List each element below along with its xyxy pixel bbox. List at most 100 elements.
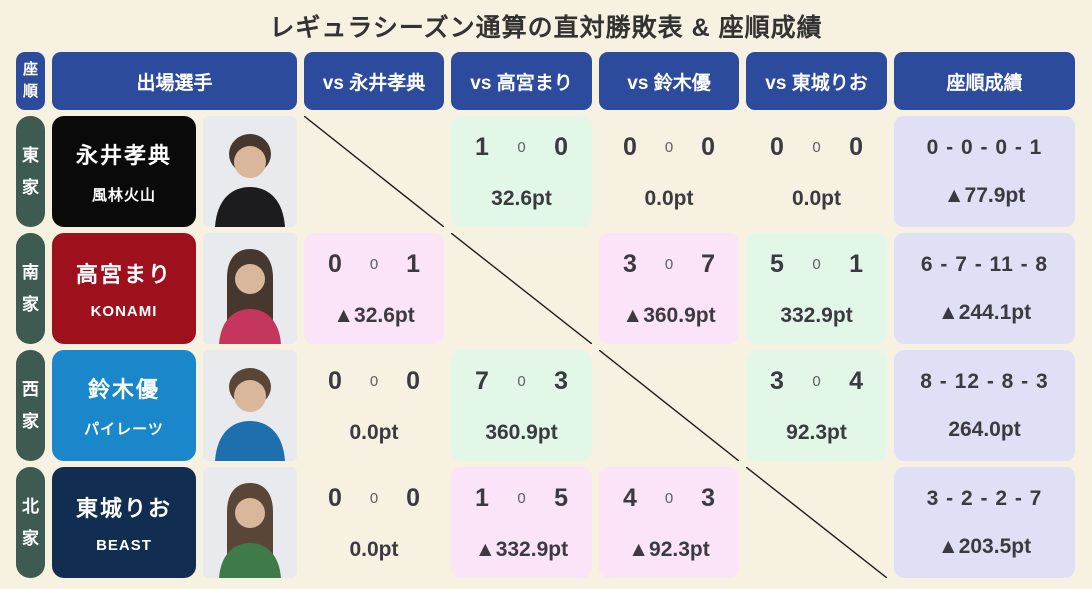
results-table: 座順 出場選手 vs 永井孝典 vs 高宮まり vs 鈴木優 vs 東城りお 座… (0, 52, 1092, 578)
losses-value: 4 (849, 367, 863, 395)
player-card: 永井孝典 風林火山 (52, 116, 196, 227)
losses-value: 0 (554, 133, 568, 161)
seat-label: 南家 (16, 233, 45, 344)
record-cell: 7 0 3 360.9pt (451, 350, 592, 461)
standing-points-value: ▲77.9pt (943, 184, 1026, 207)
wins-value: 7 (475, 367, 489, 395)
player-card: 東城りお BEAST (52, 467, 196, 578)
wins-value: 0 (328, 250, 342, 278)
wins-value: 5 (770, 250, 784, 278)
wins-value: 1 (475, 484, 489, 512)
record-cell: 3 0 4 92.3pt (746, 350, 887, 461)
page-title: レギュラシーズン通算の直対勝敗表 & 座順成績 (269, 14, 823, 42)
points-value: 0.0pt (644, 187, 694, 210)
standing-cell: 3 - 2 - 2 - 7 ▲203.5pt (894, 467, 1075, 578)
draws-value: 0 (812, 139, 821, 156)
placements-value: 8 - 12 - 8 - 3 (920, 370, 1049, 393)
points-value: ▲360.9pt (622, 304, 716, 327)
person-silhouette-icon (203, 350, 297, 461)
record-cell: 0 0 0 0.0pt (304, 467, 444, 578)
points-value: 360.9pt (485, 421, 558, 444)
wins-value: 3 (623, 250, 637, 278)
draws-value: 0 (812, 256, 821, 273)
placements-value: 3 - 2 - 2 - 7 (926, 487, 1043, 510)
wins-value: 1 (475, 133, 489, 161)
player-photo (203, 116, 297, 227)
header-vs-suzuki: vs 鈴木優 (599, 52, 739, 110)
player-card: 高宮まり KONAMI (52, 233, 196, 344)
draws-value: 0 (812, 373, 821, 390)
header-vs-takamiya: vs 高宮まり (451, 52, 592, 110)
header-vs-nagai: vs 永井孝典 (304, 52, 444, 110)
wins-value: 0 (623, 133, 637, 161)
player-team: 風林火山 (91, 187, 156, 204)
losses-value: 0 (849, 133, 863, 161)
header-player: 出場選手 (52, 52, 297, 110)
player-photo (203, 467, 297, 578)
losses-value: 0 (406, 484, 420, 512)
points-value: ▲92.3pt (628, 538, 710, 561)
person-silhouette-icon (203, 233, 297, 344)
player-team: KONAMI (90, 303, 158, 320)
record-cell: 0 0 0 0.0pt (304, 350, 444, 461)
wins-value: 0 (328, 367, 342, 395)
points-value: 0.0pt (349, 421, 399, 444)
record-cell: 4 0 3 ▲92.3pt (599, 467, 739, 578)
player-photo (203, 233, 297, 344)
standing-points-value: ▲203.5pt (937, 535, 1032, 558)
player-name: 高宮まり (75, 262, 172, 287)
player-name: 永井孝典 (75, 143, 172, 168)
points-value: 92.3pt (786, 421, 847, 444)
person-silhouette-icon (203, 467, 297, 578)
points-value: ▲332.9pt (474, 538, 569, 561)
standing-cell: 0 - 0 - 0 - 1 ▲77.9pt (894, 116, 1075, 227)
wins-value: 3 (770, 367, 784, 395)
self-cell (451, 233, 592, 344)
losses-value: 3 (554, 367, 568, 395)
draws-value: 0 (517, 139, 526, 156)
record-cell: 1 0 0 32.6pt (451, 116, 592, 227)
points-value: 0.0pt (791, 187, 841, 210)
standing-points-value: 264.0pt (948, 418, 1021, 441)
standing-cell: 6 - 7 - 11 - 8 ▲244.1pt (894, 233, 1075, 344)
player-team: パイレーツ (84, 421, 164, 438)
placements-value: 6 - 7 - 11 - 8 (920, 253, 1049, 276)
losses-value: 1 (406, 250, 420, 278)
wins-value: 0 (328, 484, 342, 512)
player-name: 東城りお (75, 496, 172, 521)
points-value: ▲32.6pt (333, 304, 415, 327)
losses-value: 5 (554, 484, 568, 512)
points-value: 332.9pt (780, 304, 853, 327)
draws-value: 0 (369, 256, 379, 273)
losses-value: 3 (701, 484, 715, 512)
header-vs-tojo: vs 東城りお (746, 52, 887, 110)
seat-label: 東家 (16, 116, 45, 227)
self-cell (746, 467, 887, 578)
points-value: 32.6pt (491, 187, 552, 210)
losses-value: 7 (701, 250, 715, 278)
self-cell (304, 116, 444, 227)
draws-value: 0 (517, 490, 526, 507)
seat-label: 西家 (16, 350, 45, 461)
self-cell (599, 350, 739, 461)
record-cell: 0 0 1 ▲32.6pt (304, 233, 444, 344)
header-standing: 座順成績 (894, 52, 1075, 110)
record-cell: 0 0 0 0.0pt (599, 116, 739, 227)
standing-points-value: ▲244.1pt (937, 301, 1032, 324)
wins-value: 0 (770, 133, 784, 161)
draws-value: 0 (369, 490, 379, 507)
placements-value: 0 - 0 - 0 - 1 (926, 136, 1043, 159)
person-silhouette-icon (203, 116, 297, 227)
points-value: 0.0pt (349, 538, 399, 561)
record-cell: 0 0 0 0.0pt (746, 116, 887, 227)
player-team: BEAST (96, 537, 152, 554)
record-cell: 5 0 1 332.9pt (746, 233, 887, 344)
player-photo (203, 350, 297, 461)
standing-cell: 8 - 12 - 8 - 3 264.0pt (894, 350, 1075, 461)
draws-value: 0 (664, 256, 674, 273)
wins-value: 4 (623, 484, 637, 512)
player-name: 鈴木優 (87, 377, 160, 402)
draws-value: 0 (664, 490, 674, 507)
header-seat: 座順 (16, 52, 45, 110)
record-cell: 3 0 7 ▲360.9pt (599, 233, 739, 344)
